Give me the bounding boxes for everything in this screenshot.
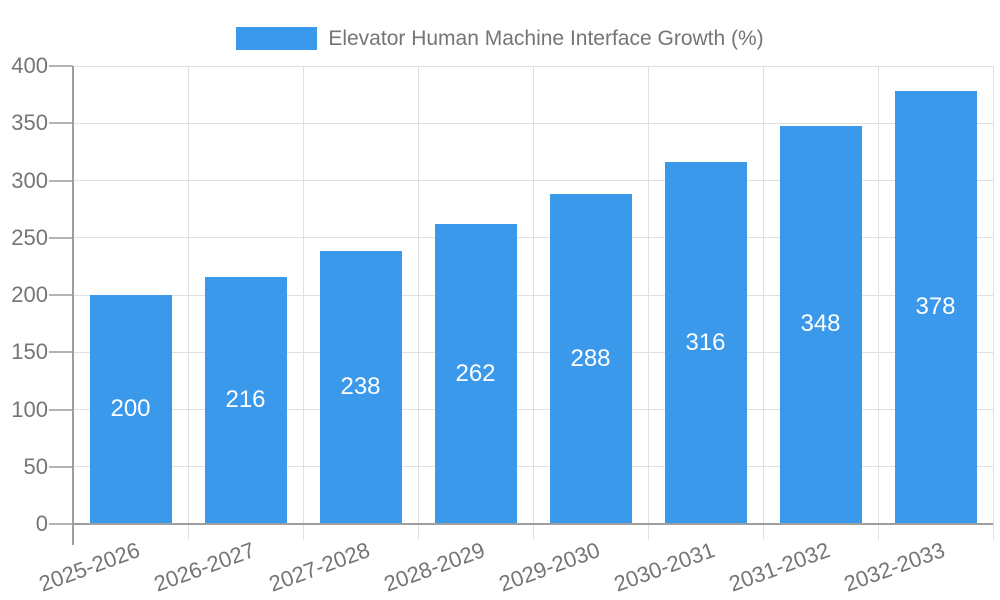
bar-value-label: 288 <box>570 344 611 372</box>
x-grid-line <box>417 66 419 540</box>
x-grid-line <box>647 66 649 540</box>
y-axis-tick <box>49 465 73 468</box>
bar[interactable] <box>549 194 632 523</box>
bar-value-label: 378 <box>915 293 956 321</box>
bar-value-label: 216 <box>225 385 266 413</box>
x-grid-line <box>532 66 534 540</box>
y-axis-tick <box>49 408 73 411</box>
x-axis-tick-label: 2026-2027 <box>150 537 259 597</box>
bar[interactable] <box>89 295 172 523</box>
y-axis-tick-label: 400 <box>11 53 48 78</box>
x-grid-line <box>187 66 189 540</box>
y-axis-tick <box>49 523 73 525</box>
x-axis-line <box>72 523 993 525</box>
bar[interactable] <box>204 276 287 523</box>
y-axis-tick <box>49 65 73 67</box>
bar-value-label: 200 <box>110 395 151 422</box>
y-axis-line <box>72 66 74 545</box>
bar-value-label: 348 <box>800 310 841 338</box>
bar[interactable] <box>779 125 862 523</box>
y-axis-tick-label: 100 <box>11 396 48 422</box>
x-axis-tick-label: 2027-2028 <box>265 537 374 597</box>
bar[interactable] <box>434 224 517 523</box>
x-axis-tick-label: 2028-2029 <box>380 537 489 597</box>
x-axis-tick-label: 2030-2031 <box>610 537 719 597</box>
bar-value-label: 262 <box>455 359 496 387</box>
y-axis-tick <box>49 236 73 239</box>
y-axis-tick-label: 250 <box>11 224 48 250</box>
x-grid-line <box>762 66 764 540</box>
x-axis-tick-label: 2029-2030 <box>495 537 604 597</box>
bar-value-label: 316 <box>685 328 726 356</box>
y-axis-tick-label: 300 <box>11 167 48 193</box>
y-axis-tick <box>49 294 73 296</box>
y-axis-tick <box>49 179 73 182</box>
bar-value-label: 238 <box>340 373 381 401</box>
y-axis-tick <box>49 122 73 125</box>
x-axis-tick-label: 2031-2032 <box>725 537 834 597</box>
y-axis-tick-label: 50 <box>23 453 48 479</box>
y-axis-tick-label: 150 <box>11 339 48 365</box>
bar[interactable] <box>319 251 402 523</box>
x-grid-line <box>992 66 994 540</box>
x-grid-line <box>877 66 879 540</box>
x-axis-tick-label: 2025-2026 <box>35 537 144 597</box>
y-axis-tick-label: 350 <box>11 110 48 136</box>
bar[interactable] <box>664 162 747 523</box>
x-axis-tick-label: 2032-2033 <box>840 537 949 597</box>
chart-legend[interactable]: Elevator Human Machine Interface Growth … <box>0 27 1000 50</box>
legend-label: Elevator Human Machine Interface Growth … <box>328 27 764 50</box>
y-axis-tick-label: 0 <box>35 511 48 536</box>
y-axis-tick-label: 200 <box>11 282 48 307</box>
y-axis-tick <box>49 351 73 354</box>
x-grid-line <box>302 66 304 540</box>
bar[interactable] <box>894 91 977 523</box>
legend-swatch <box>236 27 318 50</box>
